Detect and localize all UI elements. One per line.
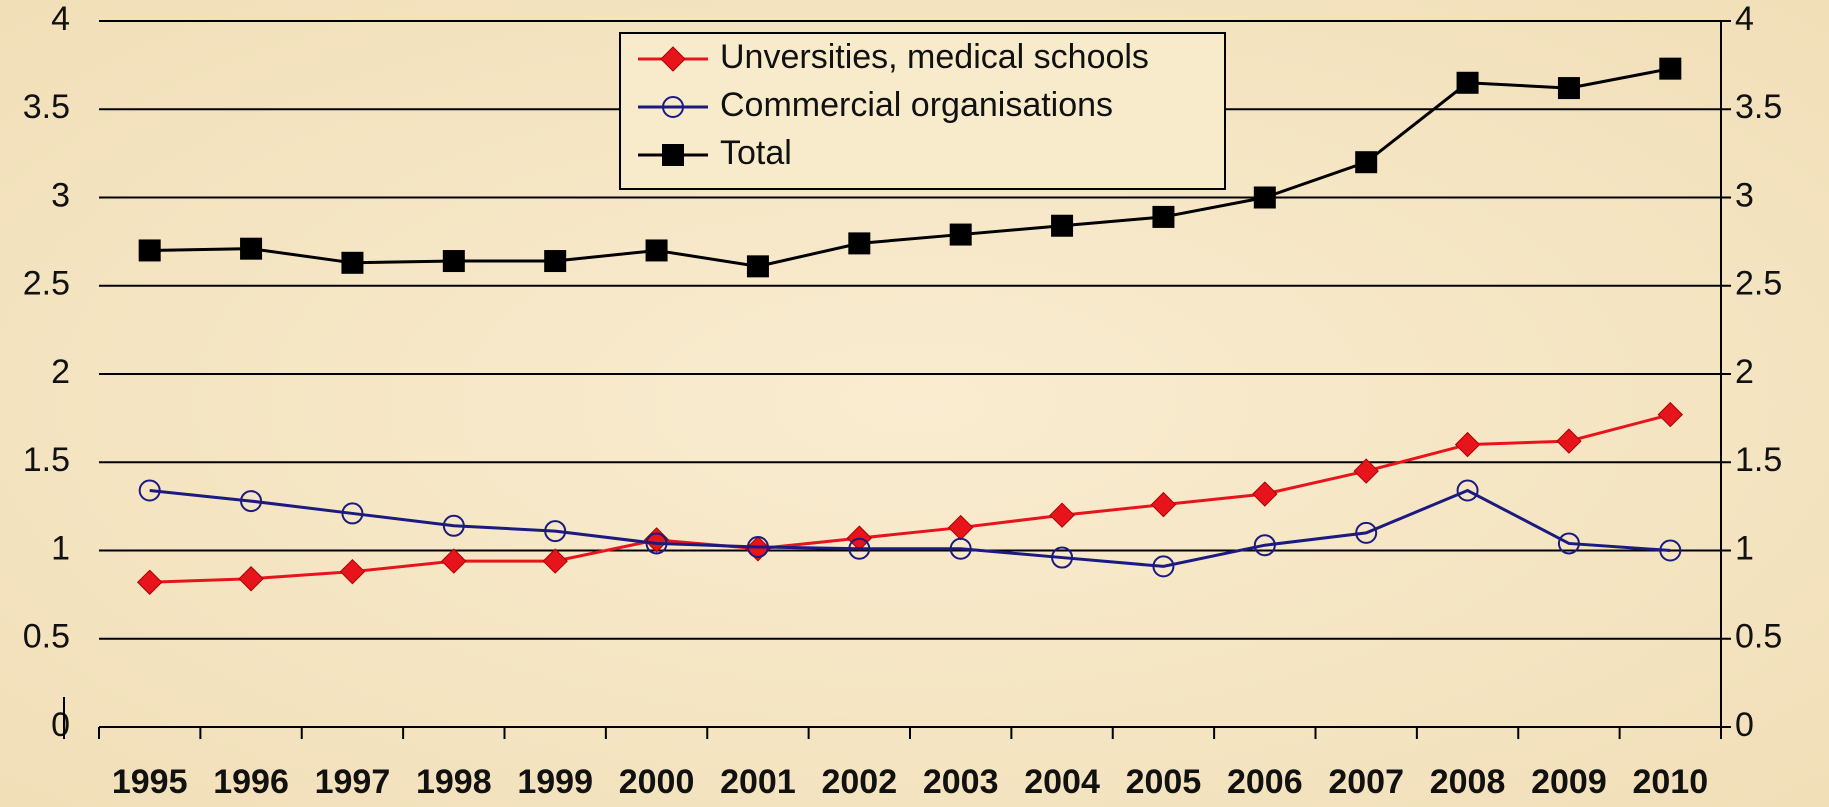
marker [544,520,567,543]
marker [442,250,465,273]
marker [1152,205,1175,228]
marker [138,239,161,262]
x-tick-label: 2010 [1632,763,1708,801]
y-tick-label: 0 [51,706,70,744]
marker [136,569,163,595]
marker [1556,428,1582,454]
marker [138,479,161,502]
marker [949,537,972,560]
marker [1252,481,1278,507]
y-tick-label: 1 [51,529,70,567]
marker [1150,491,1177,518]
x-tick-label: 2002 [821,763,897,801]
x-tick-label: 1999 [517,763,593,801]
marker [660,46,686,72]
marker [542,548,568,574]
x-tick-label: 1998 [416,763,492,801]
marker [1557,532,1580,555]
y2-tick-label: 1 [1735,529,1754,567]
x-tick-label: 2009 [1531,763,1607,801]
y2-tick-label: 1.5 [1735,441,1782,479]
legend-label: Unversities, medical schools [720,38,1149,76]
x-tick-label: 2005 [1126,763,1202,801]
y-tick-label: 3.5 [23,88,70,126]
marker [1657,401,1684,428]
y2-tick-label: 3 [1735,176,1754,214]
marker [645,239,668,262]
x-tick-label: 2004 [1024,763,1100,801]
legend-label: Commercial organisations [720,86,1113,124]
y2-tick-label: 0 [1735,706,1754,744]
legend: Unversities, medical schools Commercial o… [619,32,1226,190]
marker [441,548,467,574]
marker [341,251,364,274]
y-tick-label: 0.5 [23,618,70,656]
x-tick-label: 1997 [315,763,391,801]
x-tick-label: 2003 [923,763,999,801]
marker [1051,214,1074,237]
y2-tick-label: 4 [1735,0,1754,38]
x-tick-label: 2000 [619,763,695,801]
marker [1355,521,1378,544]
series-line [149,413,1671,584]
marker [949,223,972,246]
series-line [149,67,1671,268]
marker [1659,57,1682,80]
marker [240,490,263,513]
marker [662,144,684,166]
marker [662,96,684,118]
y2-tick-label: 3.5 [1735,88,1782,126]
marker [544,250,567,273]
marker [1456,71,1479,94]
marker [442,514,465,537]
legend-box [619,32,1226,190]
marker [1049,502,1075,528]
marker [848,232,871,255]
y-tick-label: 2 [51,353,70,391]
x-tick-label: 2001 [720,763,796,801]
x-tick-label: 2006 [1227,763,1303,801]
y-tick-label: 4 [51,0,70,38]
x-tick-label: 1996 [213,763,289,801]
marker [341,502,364,525]
marker [238,566,264,592]
marker [1051,546,1074,569]
marker [1253,534,1276,557]
y-tick-label: 3 [51,176,70,214]
marker [746,255,769,278]
y-tick-label: 2.5 [23,265,70,303]
x-tick-label: 2008 [1430,763,1506,801]
series-line [149,488,1671,568]
y2-tick-label: 0.5 [1735,618,1782,656]
y2-tick-label: 2.5 [1735,265,1782,303]
y2-tick-label: 2 [1735,353,1754,391]
marker [1152,555,1175,578]
marker [1456,479,1479,502]
marker [1454,431,1481,458]
x-tick-label: 1995 [112,763,188,801]
marker [339,558,366,585]
marker [1253,186,1276,209]
marker [848,537,871,560]
y-tick-label: 1.5 [23,441,70,479]
legend-label: Total [720,134,792,172]
marker [240,237,263,260]
marker [1355,151,1378,174]
marker [1659,539,1682,562]
marker [1353,458,1379,484]
marker [746,535,769,558]
marker [1557,77,1580,100]
marker [645,532,668,555]
x-tick-label: 2007 [1328,763,1404,801]
